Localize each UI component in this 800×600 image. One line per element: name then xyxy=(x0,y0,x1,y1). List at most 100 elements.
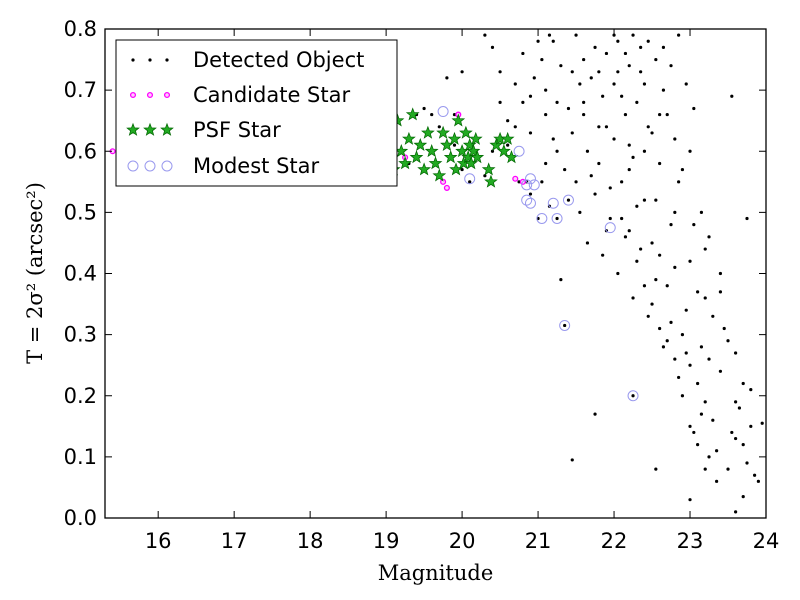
detected-object-point xyxy=(658,253,662,257)
detected-object-point xyxy=(665,339,669,343)
detected-object-point xyxy=(749,424,753,428)
detected-object-point xyxy=(585,149,590,153)
detected-object-point xyxy=(430,112,434,117)
detected-object-point xyxy=(563,167,567,172)
detected-object-point xyxy=(566,198,571,202)
detected-object-point xyxy=(688,424,692,428)
modest-star-point xyxy=(547,197,559,209)
detected-object-point xyxy=(650,131,654,135)
detected-object-point xyxy=(661,345,666,349)
psf-star-point xyxy=(432,168,447,182)
detected-object-point xyxy=(555,216,559,221)
detected-object-point xyxy=(528,192,533,196)
detected-object-point xyxy=(623,235,628,239)
detected-object-point xyxy=(468,180,472,184)
detected-object-point xyxy=(570,458,574,462)
detected-object-point xyxy=(593,412,597,416)
detected-object-point xyxy=(718,271,723,276)
detected-object-point xyxy=(589,76,593,80)
detected-object-point xyxy=(688,498,692,502)
detected-object-point xyxy=(688,363,692,367)
psf-star-point xyxy=(466,144,481,158)
y-tick-label: 0.5 xyxy=(64,200,97,224)
detected-object-point xyxy=(623,112,628,117)
detected-object-point xyxy=(669,64,673,68)
psf-star-point xyxy=(405,107,420,121)
detected-object-point xyxy=(528,94,533,98)
modest-star-point xyxy=(437,106,449,118)
detected-object-point xyxy=(635,204,639,208)
detected-object-point xyxy=(741,381,745,386)
psf-star-point xyxy=(468,131,483,145)
psf-star-point xyxy=(451,113,466,127)
detected-object-point xyxy=(669,320,673,324)
detected-object-point xyxy=(532,76,536,80)
detected-object-point xyxy=(745,216,749,221)
detected-object-point xyxy=(646,39,650,43)
detected-object-point xyxy=(498,100,502,104)
detected-object-point xyxy=(631,155,635,159)
psf-star-point xyxy=(455,144,469,158)
psf-star-point xyxy=(409,150,424,164)
y-axis-label: T = 2σ² (arcsec²) xyxy=(23,182,47,364)
detected-object-point xyxy=(673,265,677,269)
detected-object-point xyxy=(627,64,631,68)
legend: Detected Object Candidate Star PSF Star … xyxy=(115,39,398,187)
detected-object-point xyxy=(582,112,586,117)
detected-object-point xyxy=(661,88,666,92)
detected-object-point xyxy=(734,400,738,404)
detected-object-point xyxy=(460,70,464,74)
detected-object-point xyxy=(585,241,590,245)
detected-object-point xyxy=(665,112,669,117)
detected-object-point xyxy=(642,149,647,153)
detected-object-point xyxy=(570,131,574,135)
detected-object-point xyxy=(665,284,669,288)
detected-object-point xyxy=(654,278,658,282)
detected-object-point xyxy=(680,333,685,337)
detected-object-point xyxy=(726,339,730,343)
psf-star-point xyxy=(417,162,431,176)
detected-object-point xyxy=(593,192,597,196)
detected-object-point xyxy=(692,430,696,435)
plot-marks xyxy=(109,33,764,514)
detected-object-point xyxy=(528,131,533,135)
detected-object-point xyxy=(741,443,745,447)
detected-object-point xyxy=(642,284,647,288)
candidate-star-point xyxy=(443,184,450,191)
psf-star-point xyxy=(447,131,462,145)
detected-object-point xyxy=(574,180,578,184)
detected-object-point xyxy=(639,70,643,74)
modest-star-point xyxy=(513,145,525,157)
psf-star-point xyxy=(484,174,498,188)
detected-object-point xyxy=(490,149,495,153)
detected-object-point xyxy=(578,82,582,86)
detected-object-point xyxy=(616,70,620,74)
detected-object-point xyxy=(544,88,548,92)
detected-object-point xyxy=(703,247,707,251)
psf-star-point xyxy=(500,131,515,145)
psf-star-point xyxy=(470,150,485,164)
detected-object-point xyxy=(623,51,628,56)
psf-star-point xyxy=(413,137,428,151)
psf-star-point xyxy=(421,125,435,139)
modest-star-point xyxy=(627,390,639,402)
detected-object-point xyxy=(673,137,677,141)
detected-object-point xyxy=(620,216,624,221)
x-tick-label: 21 xyxy=(525,529,552,553)
detected-object-point xyxy=(722,326,726,331)
legend-box xyxy=(115,39,398,187)
detected-object-point xyxy=(703,296,707,300)
detected-object-point xyxy=(650,302,654,306)
legend-marker-psf xyxy=(126,122,174,136)
detected-object-point xyxy=(608,186,612,190)
detected-object-point xyxy=(627,229,631,233)
detected-object-point xyxy=(699,210,704,214)
detected-object-point xyxy=(498,70,502,74)
detected-object-point xyxy=(616,39,620,43)
x-tick-label: 20 xyxy=(449,529,476,553)
detected-object-point xyxy=(718,290,723,294)
detected-object-point xyxy=(631,33,635,37)
x-tick-label: 23 xyxy=(677,529,704,553)
modest-star-point xyxy=(562,194,574,206)
legend-label-candidate: Candidate Star xyxy=(193,83,350,107)
